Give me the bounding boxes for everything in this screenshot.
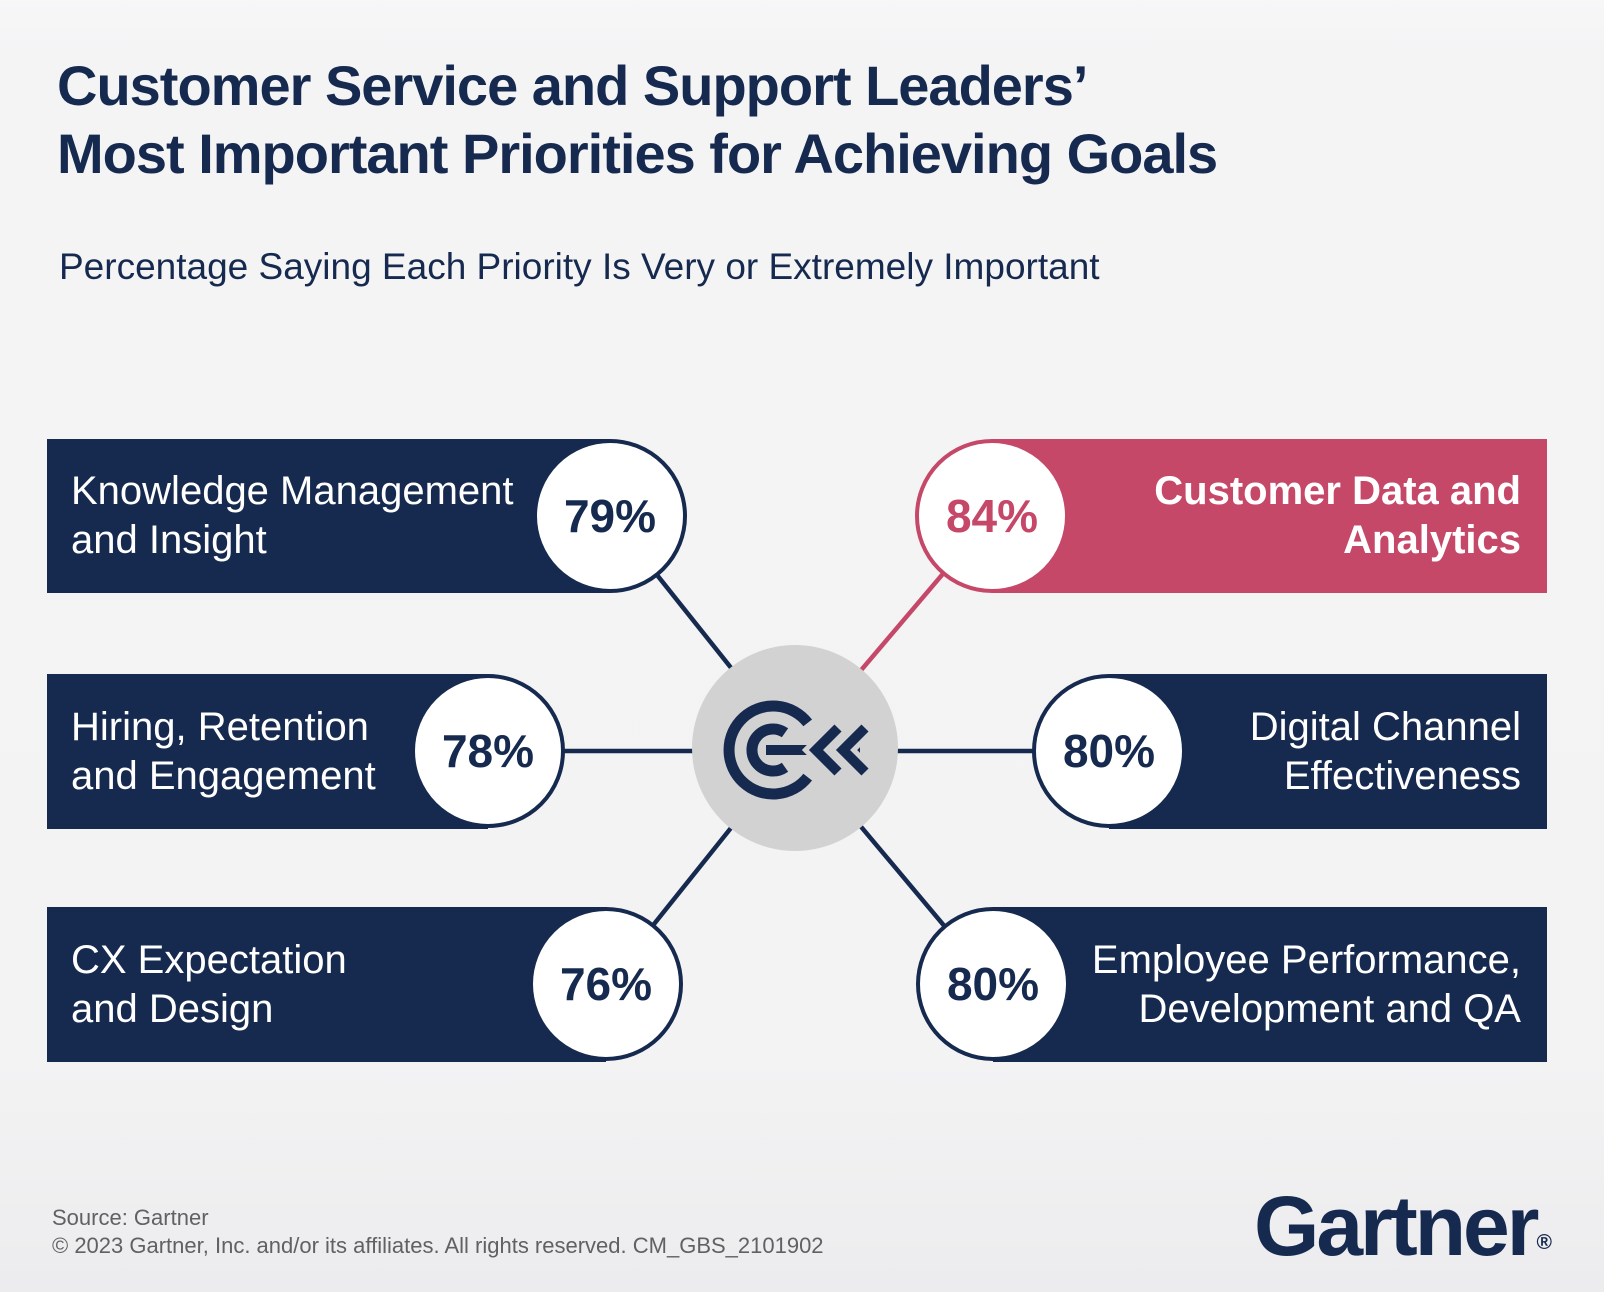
percent-badge-employee-performance: 80% [916, 907, 1070, 1061]
footer: Source: Gartner © 2023 Gartner, Inc. and… [52, 1204, 824, 1260]
percent-value: 80% [946, 958, 1040, 1010]
priority-label: CX Expectation and Design [71, 937, 347, 1031]
priority-bar-employee-performance: Employee Performance, Development and QA [993, 907, 1547, 1062]
gartner-logo-text: Gartner [1254, 1179, 1539, 1273]
priority-label: Customer Data and Analytics [1154, 469, 1521, 562]
page-title: Customer Service and Support Leaders’ Mo… [57, 54, 1218, 186]
priority-bar-cx-expectation: CX Expectation and Design [47, 907, 606, 1062]
priority-bar-customer-data: Customer Data and Analytics [992, 439, 1547, 593]
percent-badge-cx-expectation: 76% [529, 907, 683, 1061]
priority-label: Knowledge Management and Insight [71, 469, 514, 562]
target-arrow-icon [723, 700, 873, 800]
page-subtitle: Percentage Saying Each Priority Is Very … [59, 246, 1100, 287]
center-hub [692, 645, 898, 851]
gartner-logo: Gartner® [1254, 1178, 1552, 1275]
percent-badge-customer-data: 84% [915, 439, 1069, 593]
copyright-text: © 2023 Gartner, Inc. and/or its affiliat… [52, 1233, 824, 1258]
registered-mark: ® [1536, 1231, 1552, 1254]
source-text: Source: Gartner [52, 1205, 209, 1230]
priority-label: Digital Channel Effectiveness [1249, 704, 1521, 798]
percent-badge-digital-channel: 80% [1032, 674, 1186, 828]
percent-badge-hiring-retention: 78% [411, 674, 565, 828]
percent-value: 80% [1062, 725, 1156, 777]
priority-bar-knowledge-management: Knowledge Management and Insight [47, 439, 610, 593]
priority-label: Hiring, Retention and Engagement [71, 704, 376, 798]
percent-value: 79% [563, 490, 657, 542]
percent-value: 78% [441, 725, 535, 777]
percent-badge-knowledge-management: 79% [533, 439, 687, 593]
percent-value: 76% [559, 958, 653, 1010]
priority-label: Employee Performance, Development and QA [1091, 937, 1521, 1031]
percent-value: 84% [945, 490, 1039, 542]
